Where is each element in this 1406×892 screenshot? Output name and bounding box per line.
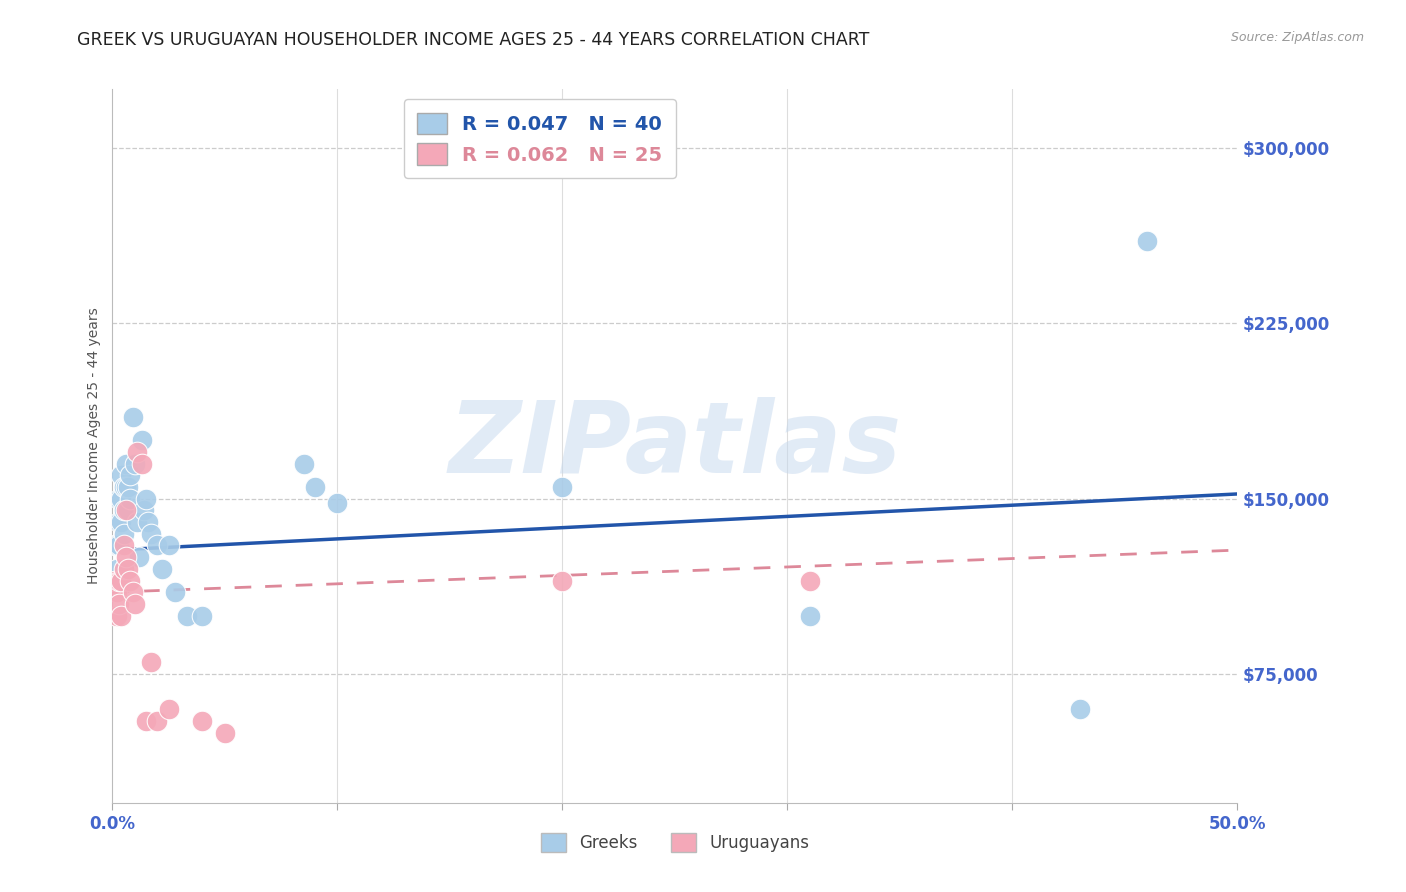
Point <box>157 702 180 716</box>
Point <box>115 480 138 494</box>
Point <box>131 457 153 471</box>
Point <box>120 491 142 506</box>
Point <box>157 538 180 552</box>
Point <box>191 608 214 623</box>
Point <box>110 608 132 623</box>
Point <box>117 562 139 576</box>
Point <box>551 480 574 494</box>
Point <box>104 538 127 552</box>
Point <box>110 515 132 529</box>
Point <box>799 608 821 623</box>
Point <box>120 574 142 588</box>
Text: GREEK VS URUGUAYAN HOUSEHOLDER INCOME AGES 25 - 44 YEARS CORRELATION CHART: GREEK VS URUGUAYAN HOUSEHOLDER INCOME AG… <box>77 31 870 49</box>
Point <box>176 608 198 623</box>
Point <box>132 503 155 517</box>
Point <box>128 550 150 565</box>
Point <box>105 585 128 599</box>
Point <box>127 445 149 459</box>
Point <box>127 515 149 529</box>
Point <box>138 515 160 529</box>
Point <box>104 574 127 588</box>
Point <box>1136 234 1159 248</box>
Point <box>799 574 821 588</box>
Point <box>124 597 146 611</box>
Point <box>105 538 128 552</box>
Point <box>150 562 173 576</box>
Point <box>292 457 315 471</box>
Point <box>139 656 162 670</box>
Point <box>115 457 138 471</box>
Point <box>115 503 138 517</box>
Point <box>110 491 132 506</box>
Legend: Greeks, Uruguayans: Greeks, Uruguayans <box>534 827 815 859</box>
Point <box>110 468 132 483</box>
Point <box>112 538 135 552</box>
Point <box>112 526 135 541</box>
Point <box>139 526 162 541</box>
Text: Source: ZipAtlas.com: Source: ZipAtlas.com <box>1230 31 1364 45</box>
Text: ZIPatlas: ZIPatlas <box>449 398 901 494</box>
Point <box>117 503 139 517</box>
Point <box>191 714 214 728</box>
Point <box>165 585 187 599</box>
Point <box>326 496 349 510</box>
Point <box>131 433 153 447</box>
Point <box>135 491 157 506</box>
Point <box>1069 702 1091 716</box>
Y-axis label: Householder Income Ages 25 - 44 years: Householder Income Ages 25 - 44 years <box>87 308 101 584</box>
Point <box>105 608 128 623</box>
Point <box>121 409 143 424</box>
Point <box>551 574 574 588</box>
Point <box>112 503 135 517</box>
Point <box>110 574 132 588</box>
Point <box>146 714 169 728</box>
Point <box>124 457 146 471</box>
Point <box>117 480 139 494</box>
Point <box>108 574 131 588</box>
Point <box>146 538 169 552</box>
Point <box>105 562 128 576</box>
Point <box>214 725 236 739</box>
Point <box>121 585 143 599</box>
Point <box>135 714 157 728</box>
Point <box>304 480 326 494</box>
Point <box>115 550 138 565</box>
Point <box>108 597 131 611</box>
Point <box>120 468 142 483</box>
Point <box>108 538 131 552</box>
Point <box>108 515 131 529</box>
Point <box>112 480 135 494</box>
Point <box>108 491 131 506</box>
Point <box>112 562 135 576</box>
